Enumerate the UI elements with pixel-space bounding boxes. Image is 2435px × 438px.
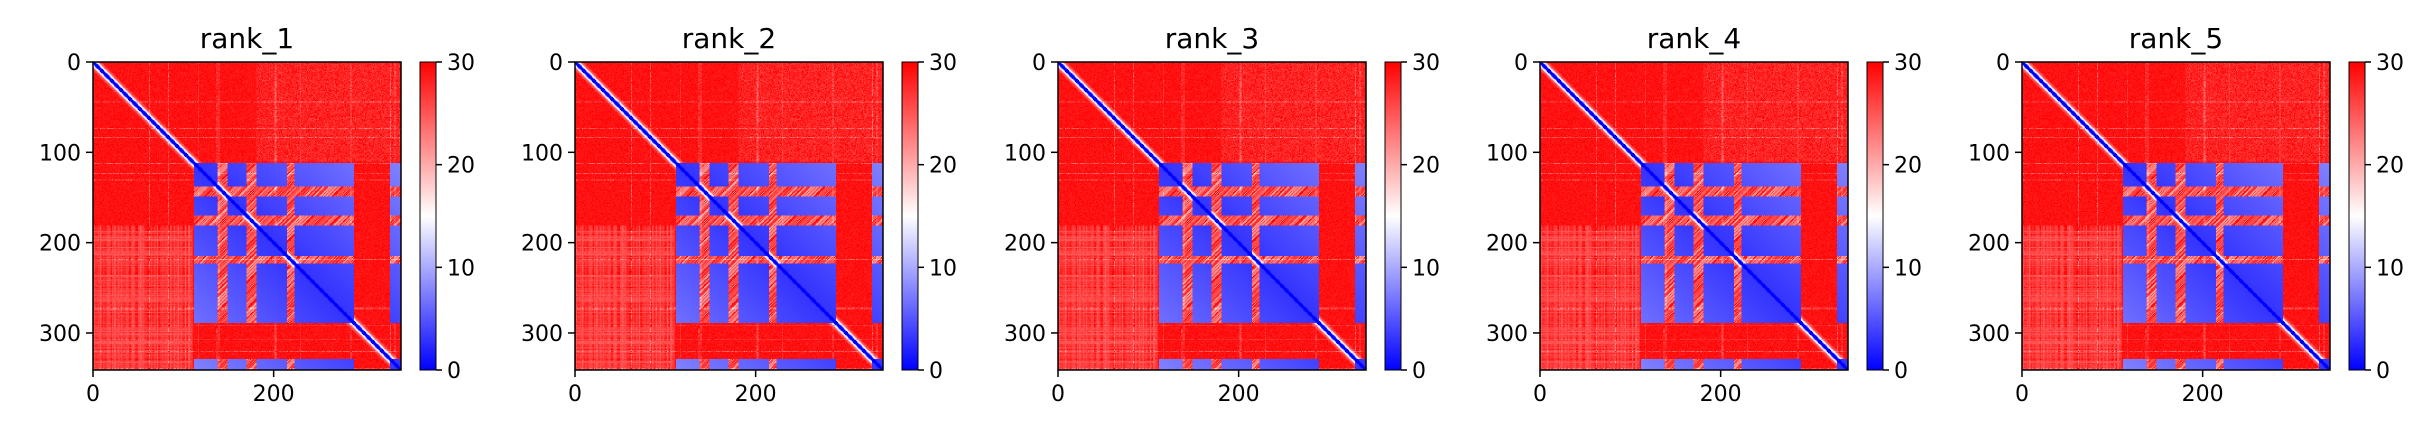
panel-1: rank_1 0 100 200 300 0 200 0 10 20 30 — [39, 22, 475, 407]
colorbar-gradient — [1384, 61, 1402, 371]
x-tick-label: 200 — [2182, 382, 2224, 407]
colorbar-tick-label: 0 — [1412, 359, 1426, 384]
x-tick-label: 200 — [735, 382, 777, 407]
colorbar-tick-label: 30 — [2376, 51, 2404, 76]
axes-frame — [1539, 61, 1849, 371]
x-tick-label: 200 — [1218, 382, 1260, 407]
colorbar-tick-label: 10 — [2376, 256, 2404, 281]
colorbar-tick-label: 20 — [1412, 154, 1440, 179]
x-tick-label: 0 — [2015, 382, 2029, 407]
y-tick-label: 200 — [1486, 232, 1528, 257]
y-tick-label: 200 — [39, 232, 81, 257]
colorbar-tick-label: 0 — [447, 359, 461, 384]
axes-frame — [2021, 61, 2331, 371]
y-tick-label: 300 — [1968, 322, 2010, 347]
y-tick-label: 100 — [1004, 141, 1046, 166]
colorbar-gradient — [1866, 61, 1884, 371]
y-tick-label: 100 — [39, 141, 81, 166]
y-tick-label: 100 — [1968, 141, 2010, 166]
colorbar: 0 10 20 30 — [901, 51, 957, 384]
heatmap-image — [575, 62, 883, 370]
x-tick-label: 0 — [86, 382, 100, 407]
panel-2: rank_2 0 100 200 300 0 200 0 10 20 30 — [521, 22, 957, 407]
colorbar-tick-label: 30 — [447, 51, 475, 76]
y-tick-label: 100 — [521, 141, 563, 166]
colorbar: 0 10 20 30 — [419, 51, 475, 384]
heatmap-image — [2022, 62, 2330, 370]
panel-3: rank_3 0 100 200 300 0 200 0 10 20 30 — [1004, 22, 1440, 407]
panel-title: rank_3 — [1165, 22, 1259, 55]
colorbar-tick-label: 10 — [1894, 256, 1922, 281]
colorbar: 0 10 20 30 — [1866, 51, 1922, 384]
x-tick-label: 200 — [253, 382, 295, 407]
y-tick-label: 200 — [521, 232, 563, 257]
colorbar-tick-label: 0 — [2376, 359, 2390, 384]
colorbar-tick-label: 20 — [1894, 154, 1922, 179]
panel-title: rank_4 — [1647, 22, 1741, 55]
colorbar-tick-label: 30 — [1894, 51, 1922, 76]
colorbar-gradient — [419, 61, 437, 371]
colorbar-tick-label: 20 — [929, 154, 957, 179]
panel-5: rank_5 0 100 200 300 0 200 0 10 20 30 — [1968, 22, 2404, 407]
x-tick-label: 0 — [1051, 382, 1065, 407]
y-tick-label: 0 — [1996, 51, 2010, 76]
axes-frame — [574, 61, 884, 371]
colorbar-tick-label: 10 — [929, 256, 957, 281]
y-tick-label: 200 — [1968, 232, 2010, 257]
colorbar-tick-label: 30 — [1412, 51, 1440, 76]
heatmap-image — [1058, 62, 1366, 370]
panel-title: rank_2 — [682, 22, 776, 55]
y-tick-label: 0 — [549, 51, 563, 76]
y-tick-label: 300 — [1486, 322, 1528, 347]
x-tick-label: 0 — [568, 382, 582, 407]
panel-4: rank_4 0 100 200 300 0 200 0 10 20 30 — [1486, 22, 1922, 407]
axes-frame — [92, 61, 402, 371]
panel-title: rank_1 — [200, 22, 294, 55]
colorbar-gradient — [901, 61, 919, 371]
colorbar-gradient — [2348, 61, 2366, 371]
colorbar: 0 10 20 30 — [1384, 51, 1440, 384]
y-tick-label: 300 — [39, 322, 81, 347]
colorbar-tick-label: 10 — [1412, 256, 1440, 281]
colorbar-tick-label: 30 — [929, 51, 957, 76]
colorbar-tick-label: 0 — [929, 359, 943, 384]
y-tick-label: 200 — [1004, 232, 1046, 257]
colorbar-tick-label: 0 — [1894, 359, 1908, 384]
colorbar-tick-label: 20 — [2376, 154, 2404, 179]
axes-frame — [1057, 61, 1367, 371]
heatmap-image — [1540, 62, 1848, 370]
colorbar-tick-label: 20 — [447, 154, 475, 179]
y-tick-label: 0 — [1032, 51, 1046, 76]
x-tick-label: 0 — [1533, 382, 1547, 407]
x-tick-label: 200 — [1700, 382, 1742, 407]
colorbar: 0 10 20 30 — [2348, 51, 2404, 384]
y-tick-label: 0 — [1514, 51, 1528, 76]
y-tick-label: 300 — [1004, 322, 1046, 347]
y-tick-label: 300 — [521, 322, 563, 347]
y-tick-label: 0 — [67, 51, 81, 76]
panel-title: rank_5 — [2129, 22, 2223, 55]
y-tick-label: 100 — [1486, 141, 1528, 166]
heatmap-image — [93, 62, 401, 370]
colorbar-tick-label: 10 — [447, 256, 475, 281]
